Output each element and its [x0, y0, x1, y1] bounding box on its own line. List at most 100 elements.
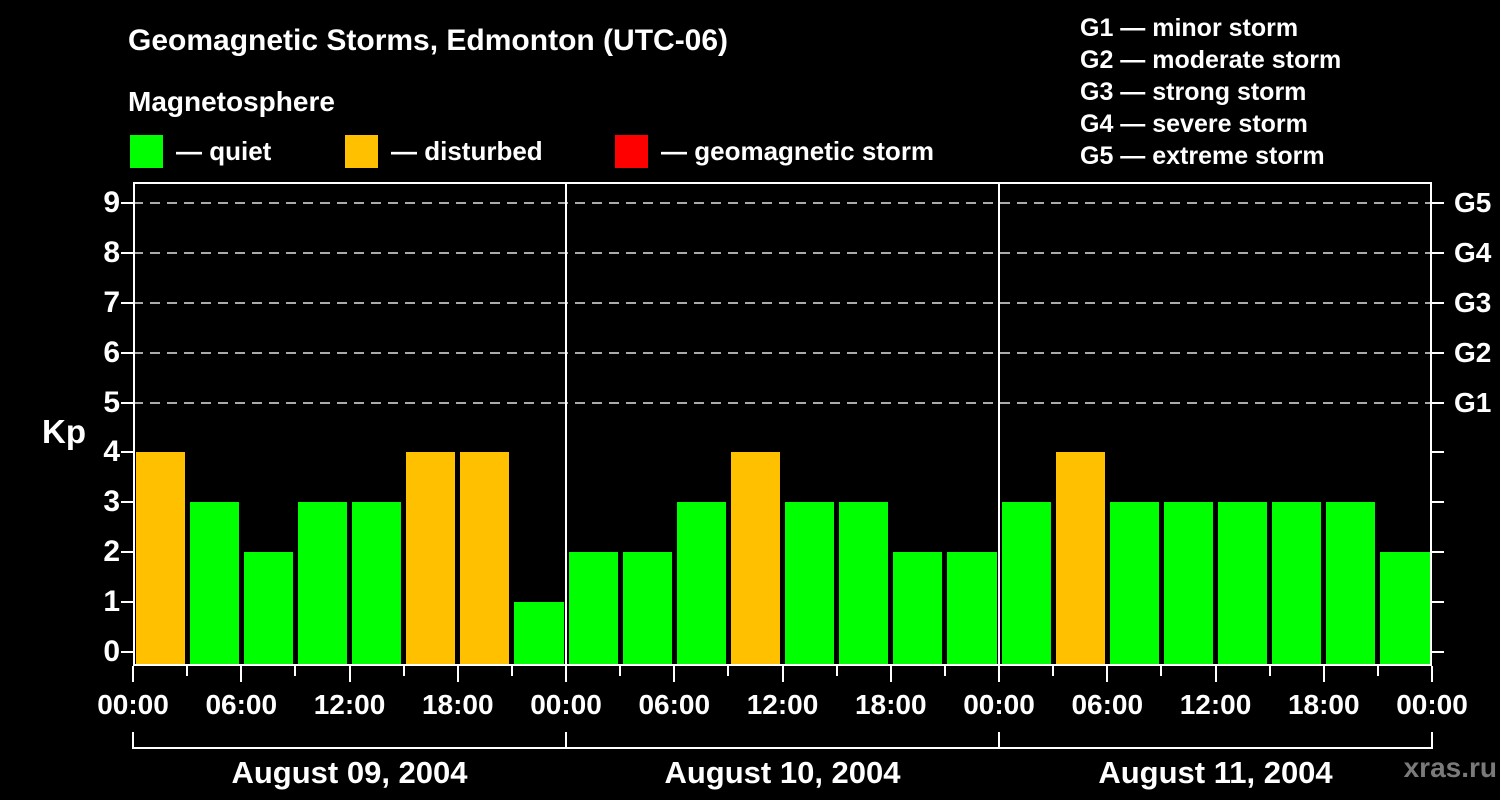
y-axis-tick: [121, 651, 133, 653]
right-axis-tick: [1432, 501, 1444, 504]
y-tick-label: 0: [103, 635, 120, 668]
x-axis-major-tick: [889, 666, 892, 682]
x-tick-label: 00:00: [97, 689, 169, 720]
kp-bar: [189, 502, 239, 666]
y-axis-tick: [121, 251, 133, 254]
gridline-kp8: [133, 251, 1432, 254]
y-tick-label: 8: [103, 235, 120, 269]
right-axis-tick: [1432, 651, 1444, 653]
x-axis-minor-tick: [727, 666, 730, 676]
kp-bar: [1218, 502, 1268, 666]
kp-bar: [676, 502, 726, 666]
disturbed-label: — disturbed: [391, 135, 543, 166]
x-axis-minor-tick: [943, 666, 946, 676]
y-tick-label: 4: [103, 435, 120, 469]
right-axis-tick: [1432, 251, 1444, 254]
y-axis-tick: [121, 551, 133, 554]
y-tick-label: 1: [103, 585, 120, 619]
x-tick-label: 12:00: [1179, 689, 1252, 720]
kp-bar: [460, 452, 510, 666]
chart-subtitle: Magnetosphere: [128, 86, 335, 117]
y-tick-label: 5: [103, 385, 120, 419]
date-bracket-tick: [565, 732, 567, 749]
kp-bar: [1055, 452, 1105, 666]
storm-label: — geomagnetic storm: [661, 135, 935, 166]
right-axis-tick: [1432, 551, 1444, 554]
x-tick-label: 18:00: [854, 689, 927, 720]
g-tick-label: G3: [1454, 286, 1492, 318]
kp-bar: [730, 452, 780, 666]
legend-item-disturbed: — disturbed: [345, 134, 543, 168]
storm-swatch: [615, 134, 648, 168]
day-separator: [565, 182, 567, 666]
kp-bar: [1163, 502, 1213, 666]
x-axis-major-tick: [456, 666, 459, 682]
g-legend-line-2: G2 — moderate storm: [1080, 46, 1342, 74]
x-axis-major-tick: [240, 666, 243, 682]
x-tick-label: 06:00: [638, 689, 711, 720]
right-axis-tick: [1432, 301, 1444, 304]
x-tick-label: 00:00: [963, 689, 1035, 720]
g-tick-label: G2: [1454, 336, 1492, 368]
chart-title: Geomagnetic Storms, Edmonton (UTC-06): [128, 24, 729, 57]
x-axis-major-tick: [565, 666, 567, 682]
x-tick-label: 00:00: [530, 689, 602, 720]
quiet-swatch: [130, 134, 163, 168]
g-scale-legend: G1 — minor storm G2 — moderate storm G3 — …: [1080, 12, 1341, 172]
kp-bar: [568, 552, 618, 666]
x-axis-minor-tick: [294, 666, 297, 676]
g-legend-line-1: G1 — minor storm: [1080, 14, 1299, 42]
date-label: August 10, 2004: [664, 755, 901, 790]
x-axis-minor-tick: [619, 666, 622, 676]
x-axis-major-tick: [1106, 666, 1109, 682]
kp-bar: [622, 552, 672, 666]
y-tick-label: 3: [103, 485, 120, 519]
g-legend-line-4: G4 — severe storm: [1080, 110, 1308, 138]
g-tick-label: G1: [1454, 386, 1492, 418]
day-separator: [998, 182, 1000, 666]
gridline-kp6: [133, 351, 1432, 354]
gridline-kp7: [133, 301, 1432, 304]
x-axis-major-tick: [1431, 666, 1433, 682]
gridline-kp5: [133, 401, 1432, 404]
x-axis-major-tick: [673, 666, 676, 682]
g-tick-label: G4: [1454, 236, 1492, 268]
quiet-label: — quiet: [176, 135, 272, 166]
kp-bar: [1001, 502, 1051, 666]
kp-bar: [406, 452, 456, 666]
x-axis-minor-tick: [1376, 666, 1379, 676]
kp-bar: [243, 552, 293, 666]
x-tick-label: 12:00: [746, 689, 819, 720]
disturbed-swatch: [345, 134, 378, 168]
kp-bar: [1272, 502, 1322, 666]
y-tick-label: 7: [103, 285, 120, 319]
y-axis-title: Kp: [42, 413, 86, 450]
right-axis-tick: [1432, 401, 1444, 404]
x-axis-major-tick: [348, 666, 351, 682]
x-axis-minor-tick: [1160, 666, 1163, 676]
kp-bar: [1380, 552, 1430, 666]
x-axis-minor-tick: [186, 666, 189, 676]
x-axis-major-tick: [781, 666, 784, 682]
x-tick-label: 06:00: [205, 689, 278, 720]
date-label: August 11, 2004: [1098, 755, 1333, 790]
x-tick-label: 12:00: [313, 689, 386, 720]
x-axis-major-tick: [998, 666, 1000, 682]
x-tick-label: 06:00: [1071, 689, 1144, 720]
kp-bar: [893, 552, 943, 666]
date-bracket: [133, 747, 1432, 749]
date-bracket-tick: [1431, 732, 1433, 749]
g-legend-line-3: G3 — strong storm: [1080, 78, 1307, 106]
legend-item-quiet: — quiet: [130, 134, 271, 168]
x-axis-major-tick: [1214, 666, 1217, 682]
kp-bar: [839, 502, 889, 666]
right-axis-tick: [1432, 451, 1444, 454]
x-axis-minor-tick: [402, 666, 405, 676]
y-axis-tick: [121, 451, 133, 454]
x-tick-label: 18:00: [1287, 689, 1360, 720]
y-tick-label: 9: [103, 185, 120, 219]
kp-bar: [135, 452, 185, 666]
x-axis-minor-tick: [835, 666, 838, 676]
x-tick-label: 18:00: [421, 689, 494, 720]
